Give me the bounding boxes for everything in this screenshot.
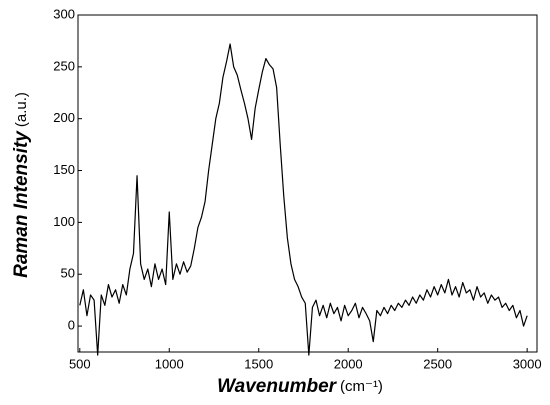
x-axis-label: Wavenumber (cm⁻¹) xyxy=(217,376,383,397)
x-tick-label: 2000 xyxy=(334,356,363,371)
x-tick-label: 500 xyxy=(69,356,91,371)
y-tick-label: 250 xyxy=(53,58,75,73)
y-label-unit: (a.u.) xyxy=(13,92,30,127)
x-tick-label: 3000 xyxy=(513,356,542,371)
x-label-text: Wavenumber xyxy=(217,376,338,397)
y-axis-label: Raman Intensity (a.u.) xyxy=(11,92,32,278)
y-tick-label: 300 xyxy=(53,6,75,21)
x-tick-label: 1000 xyxy=(155,356,184,371)
y-tick-label: 200 xyxy=(53,110,75,125)
y-tick-label: 50 xyxy=(61,266,75,281)
y-label-text: Raman Intensity xyxy=(11,130,32,278)
y-tick-label: 100 xyxy=(53,214,75,229)
plot-frame xyxy=(77,14,538,353)
x-tick-label: 2500 xyxy=(423,356,452,371)
x-tick-label: 1500 xyxy=(244,356,273,371)
x-label-unit: (cm⁻¹) xyxy=(340,378,383,395)
y-tick-label: 150 xyxy=(53,162,75,177)
y-tick-label: 0 xyxy=(68,318,75,333)
spectrum-line xyxy=(79,43,528,356)
